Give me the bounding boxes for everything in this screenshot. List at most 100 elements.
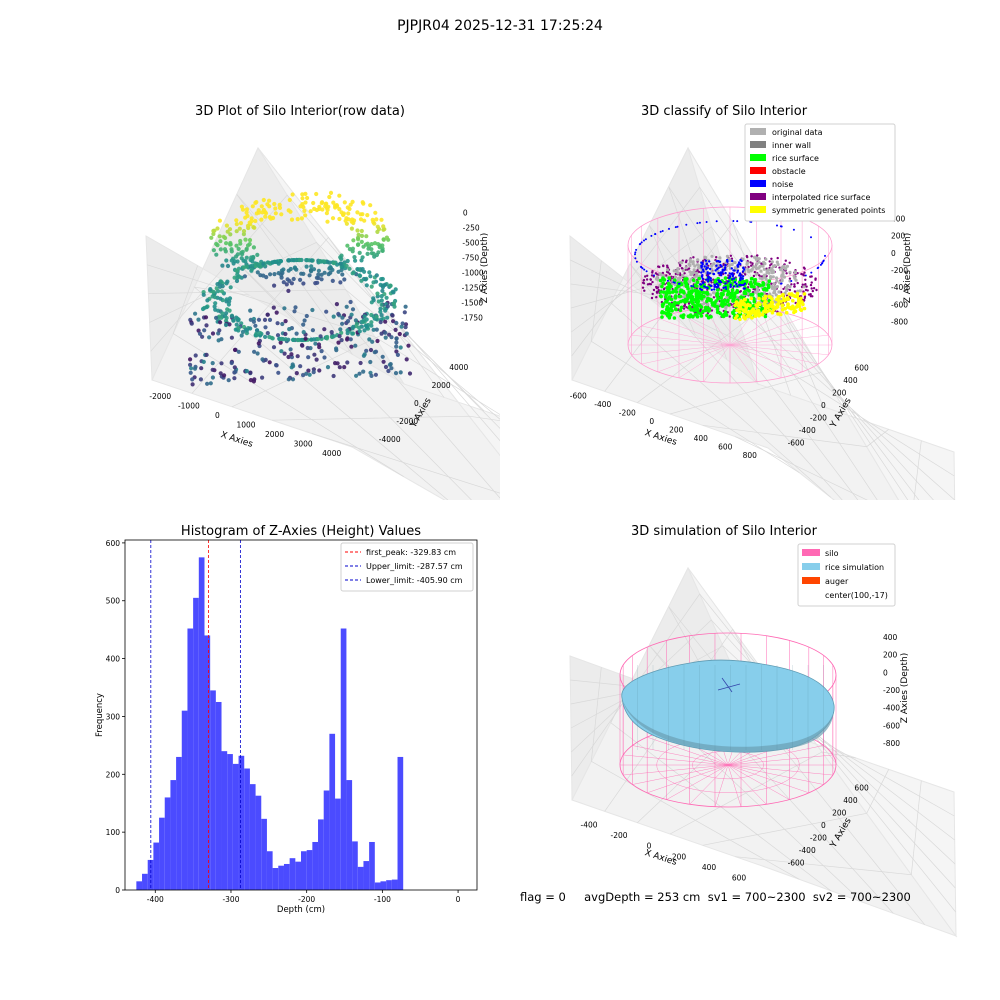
histogram-bar <box>386 880 392 890</box>
data-point <box>357 325 362 330</box>
data-point <box>299 343 305 348</box>
interpolated-point <box>642 279 645 282</box>
data-point <box>313 341 318 346</box>
interpolated-point <box>788 277 792 280</box>
z-axis-tick-label: 0 <box>891 249 896 258</box>
histogram-bar <box>159 817 165 890</box>
data-point <box>244 210 249 215</box>
histogram-bar <box>340 628 347 890</box>
data-point <box>240 329 246 334</box>
rice-surface-point <box>749 276 754 281</box>
original-point <box>782 275 787 279</box>
data-point <box>359 233 365 238</box>
data-point <box>227 227 233 232</box>
noise-point <box>638 243 641 246</box>
symmetric-point <box>738 317 742 322</box>
noise-point <box>726 260 729 263</box>
symmetric-point <box>749 296 754 301</box>
data-point <box>298 364 303 369</box>
z-axis-tick-label: -800 <box>891 317 908 326</box>
data-point <box>221 234 226 239</box>
data-point <box>283 337 288 342</box>
data-point <box>380 283 385 288</box>
data-point <box>381 227 386 232</box>
noise-point <box>728 276 731 280</box>
interpolated-point <box>644 275 647 278</box>
data-point <box>234 222 239 227</box>
original-point <box>733 266 737 270</box>
interpolated-point <box>730 303 733 306</box>
rice-surface-point <box>718 311 722 316</box>
data-point <box>190 382 195 387</box>
data-point <box>369 373 374 378</box>
data-point <box>322 355 327 360</box>
data-point <box>278 340 283 345</box>
data-point <box>366 244 372 249</box>
data-point <box>374 273 379 278</box>
noise-point <box>739 276 743 280</box>
grid-line <box>172 265 404 477</box>
noise-point <box>725 288 728 290</box>
z-axis-tick-label: -1000 <box>462 269 484 278</box>
data-point <box>224 223 229 228</box>
data-point <box>260 357 265 362</box>
interpolated-point <box>692 256 695 259</box>
data-point <box>397 331 402 337</box>
data-point <box>305 195 310 201</box>
noise-point <box>707 276 710 279</box>
data-point <box>308 209 313 214</box>
data-point <box>301 281 306 286</box>
original-point <box>725 254 729 258</box>
data-point <box>324 309 329 314</box>
data-point <box>217 218 222 223</box>
data-point <box>355 242 361 247</box>
data-point <box>320 207 325 212</box>
data-point <box>309 337 314 342</box>
rice-surface-point <box>713 304 717 308</box>
original-point <box>691 262 695 266</box>
original-point <box>750 267 754 272</box>
data-point <box>277 205 283 210</box>
original-point <box>775 279 779 283</box>
symmetric-point <box>764 300 768 304</box>
data-point <box>265 312 270 317</box>
noise-point <box>776 224 778 227</box>
data-point <box>234 218 239 223</box>
data-point <box>272 201 277 207</box>
data-point <box>393 327 398 332</box>
data-point <box>334 203 339 208</box>
data-point <box>337 207 342 212</box>
original-point <box>712 262 716 266</box>
data-point <box>331 373 336 379</box>
data-point <box>224 281 229 286</box>
rice-surface-point <box>678 308 683 313</box>
data-point <box>242 265 247 270</box>
symmetric-point <box>744 310 749 314</box>
silo-floor-wire <box>729 344 829 356</box>
legend-label: auger <box>825 577 849 586</box>
data-point <box>244 369 249 374</box>
panel1-title: 3D Plot of Silo Interior(row data) <box>195 104 405 119</box>
data-point <box>229 314 235 319</box>
data-point <box>197 331 203 336</box>
data-point <box>267 334 272 340</box>
auger-line <box>721 677 733 693</box>
data-point <box>220 311 225 316</box>
data-point <box>291 337 296 342</box>
noise-point <box>661 230 664 232</box>
data-point <box>345 360 350 365</box>
silo-floor-wire <box>714 764 729 807</box>
silo-floor-wire <box>729 325 819 346</box>
interpolated-point <box>815 288 818 292</box>
x-axis-tick-label: 4000 <box>322 449 341 458</box>
original-point <box>784 267 788 271</box>
original-point <box>793 270 797 274</box>
data-point <box>207 335 212 340</box>
legend-label: silo <box>825 549 839 558</box>
data-point <box>367 337 372 342</box>
data-point <box>346 211 351 216</box>
data-point <box>287 327 292 332</box>
data-point <box>251 245 256 250</box>
original-point <box>689 260 693 264</box>
original-point <box>788 285 792 289</box>
